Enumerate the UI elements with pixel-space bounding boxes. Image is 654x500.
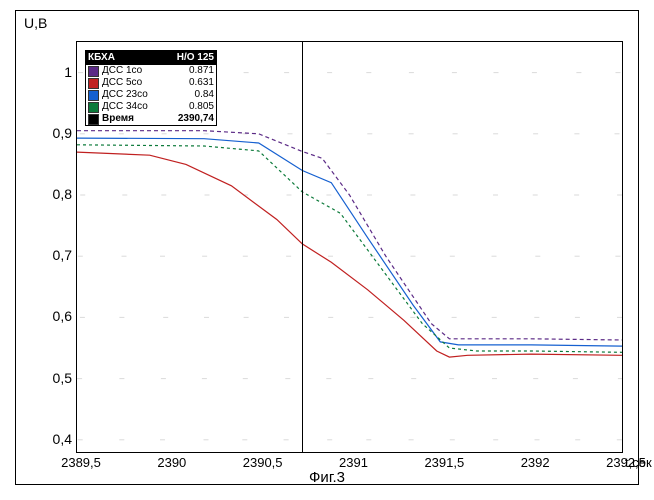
legend-swatch <box>88 78 99 89</box>
y-tick: 0,4 <box>44 431 72 447</box>
y-axis-title: U,B <box>24 15 47 31</box>
y-tick: 0,7 <box>44 247 72 263</box>
legend-swatch <box>88 102 99 113</box>
x-tick: 2391,5 <box>419 455 469 470</box>
x-tick: 2391 <box>329 455 379 470</box>
legend-value: 2390,74 <box>172 113 214 125</box>
y-tick: 0,6 <box>44 308 72 324</box>
legend-name: ДСС 5со <box>102 77 183 89</box>
x-tick: 2392 <box>510 455 560 470</box>
legend-row: ДСС 1со0.871 <box>86 65 216 77</box>
series-ДСС 1со <box>77 131 622 340</box>
legend-row: ДСС 34со0.805 <box>86 101 216 113</box>
figure-caption: Фиг.3 <box>16 469 638 486</box>
series-ДСС 34со <box>77 145 622 352</box>
legend-swatch <box>88 66 99 77</box>
legend-name: ДСС 1со <box>102 65 183 77</box>
figure-frame: U,B 1 0,9 0,8 0,7 0,6 0,5 0,4 КБХА Н/О 125 ДСС… <box>15 10 639 485</box>
legend-swatch <box>88 90 99 101</box>
time-cursor <box>302 42 303 452</box>
y-tick: 0,5 <box>44 370 72 386</box>
legend-value: 0.631 <box>183 77 214 89</box>
series-ДСС 5со <box>77 152 622 357</box>
legend-header: КБХА Н/О 125 <box>86 51 216 65</box>
y-tick: 0,8 <box>44 186 72 202</box>
legend-value: 0.84 <box>189 89 214 101</box>
legend-name: ДСС 34со <box>102 101 183 113</box>
series-ДСС 23со <box>77 138 622 346</box>
legend-row: ДСС 23со0.84 <box>86 89 216 101</box>
x-axis-title: t,сек <box>625 455 652 470</box>
y-tick: 1 <box>44 64 72 80</box>
legend-head-left: КБХА <box>88 52 115 64</box>
legend-name: ДСС 23со <box>102 89 189 101</box>
y-tick: 0,9 <box>44 125 72 141</box>
legend-value: 0.805 <box>183 101 214 113</box>
x-tick: 2389,5 <box>56 455 106 470</box>
legend-swatch <box>88 114 99 125</box>
chart-plot-area: КБХА Н/О 125 ДСС 1со0.871ДСС 5со0.631ДСС… <box>76 41 623 453</box>
legend: КБХА Н/О 125 ДСС 1со0.871ДСС 5со0.631ДСС… <box>85 50 217 126</box>
legend-value: 0.871 <box>183 65 214 77</box>
legend-name: Время <box>102 113 172 125</box>
legend-head-right: Н/О 125 <box>177 52 214 64</box>
legend-row: ДСС 5со0.631 <box>86 77 216 89</box>
legend-footer: Время2390,74 <box>86 113 216 125</box>
x-tick: 2390,5 <box>238 455 288 470</box>
x-tick: 2390 <box>147 455 197 470</box>
